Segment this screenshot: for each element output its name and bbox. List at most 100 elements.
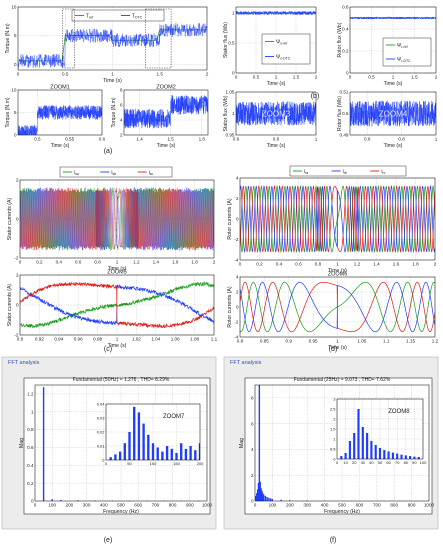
axes-frame [254,384,430,502]
x-tick-label: 0.2 [256,262,263,267]
panel-label-b: (b) [311,93,320,100]
y-tick-label: 8 [120,88,123,93]
y-tick-label: 0.2 [27,481,34,486]
legend-label: TDTC [132,14,143,20]
bar [198,443,200,460]
x-tick-label: 0.6 [295,262,302,267]
x-tick-label: 0.2 [36,260,43,265]
x-axis-label: Time (s) [51,143,70,149]
series-line [20,281,214,329]
x-axis-label: Time (s) [108,343,127,349]
x-tick-label: 0 [19,260,22,265]
x-tick-label: 1000 [424,503,435,508]
x-tick-label: 0.8 [398,137,405,142]
y-tick-label: 2.5 [330,406,336,411]
y-axis-label: Torque (N.m) [111,97,117,128]
y-tick-label: 0.5 [330,446,336,451]
x-tick-label: 150 [173,461,180,466]
y-tick-label: 1.2 [27,392,34,397]
x-tick-label: 1.5 [411,75,418,80]
series-line [240,184,435,254]
x-axis-label: Time (s) [267,143,286,149]
bar [268,497,270,501]
y-tick-label: 2 [333,416,336,421]
y-axis-label: Torque (N.m) [5,97,11,128]
axes-frame [235,91,317,136]
y-tick-label: 0.5 [228,41,235,46]
y-tick-label: 10 [11,5,17,10]
legend-label: ira [304,169,308,175]
bar [161,451,164,460]
chart-zoom4: 0.6 0.8 1 0.49 0.5 0.51 Time (s) Rotor flux (Wb… [337,90,438,150]
y-tick-label: 0 [14,62,17,67]
zoom-box [62,8,75,69]
panel-label-f: (f) [330,537,337,544]
bar [271,499,274,501]
y-tick-label: 0.5 [342,111,349,116]
series-line [240,281,435,333]
x-tick-label: 1.06 [171,337,180,342]
legend-label: Ψr-DTC [397,57,411,63]
bar [259,481,261,501]
bar [165,446,169,460]
x-tick-label: 0 [239,262,242,267]
x-tick-label: 1 [275,75,278,80]
axes-frame [336,398,424,460]
bar [180,443,183,460]
y-tick-label: 0 [333,456,336,461]
series-line [350,100,436,127]
y-tick-label: 2 [236,290,239,295]
y-tick-label: 4 [236,176,239,181]
y-tick-label: 0.8 [27,427,34,432]
x-tick-label: 1.05 [357,339,366,344]
bar [257,482,260,501]
axes-frame [17,89,103,136]
bar [263,494,265,501]
x-tick-label: 50 [127,461,132,466]
x-axis-label: Time (s) [267,81,286,87]
fft-window-title: FFT analysis [230,360,262,366]
plot-content [18,23,207,68]
y-tick-label: 1.05 [226,90,235,95]
bar [370,441,373,459]
bar [133,406,136,460]
x-tick-label: 1.4 [373,262,380,267]
y-axis-label: Rotor flux (Wb) [337,22,343,57]
series-line [236,11,316,16]
bar [340,456,343,459]
bar [353,433,356,459]
x-tick-label: 0.4 [56,260,63,265]
x-tick-label: 200 [286,503,294,508]
panel-label-e: (e) [104,537,113,544]
legend: Ψs-ref Ψs-DTC [261,33,311,65]
y-tick-label: 2 [120,133,123,138]
y-tick-label: 4 [236,275,239,280]
chart-title: ZOOM3 [262,110,291,119]
x-tick-label: 1.2 [133,260,140,265]
y-axis-label: Rotor currents (A) [227,198,233,239]
bar [170,448,173,460]
x-tick-label: 0.98 [93,337,102,342]
y-tick-label: -2 [234,237,239,242]
axes-frame [19,179,215,259]
x-tick-label: 20 [352,460,357,465]
y-tick-label: 2 [236,196,239,201]
y-tick-label: 5 [14,33,17,38]
legend-label: Ψs-ref [276,40,287,46]
bar [260,488,262,501]
bar [361,427,364,459]
y-tick-label: -2 [234,320,239,325]
chart-zoom5: 0.9 0.92 0.94 0.96 0.98 1 1.02 1.04 1.06 1.08 1.1 -… [7,270,218,350]
x-axis-label: Time (s) [384,143,403,149]
panel-label-d: (d) [329,346,338,353]
chart-rotor-currents: 0 0.2 0.4 0.6 0.8 1 1.2 1.4 1.6 1.8 2 -4 -2 0 2 4 Time (… [227,165,437,274]
x-tick-label: 1.15 [406,339,415,344]
y-tick-label: 0 [251,499,254,504]
x-tick-label: 1.2 [354,262,361,267]
x-tick-label: 1.04 [151,337,160,342]
legend-label: isa [74,170,79,176]
x-tick-label: 700 [373,503,381,508]
x-tick-label: 0.9 [286,339,293,344]
legend-label: Ψr-ref [397,43,408,49]
panel-label-c: (c) [104,346,112,353]
